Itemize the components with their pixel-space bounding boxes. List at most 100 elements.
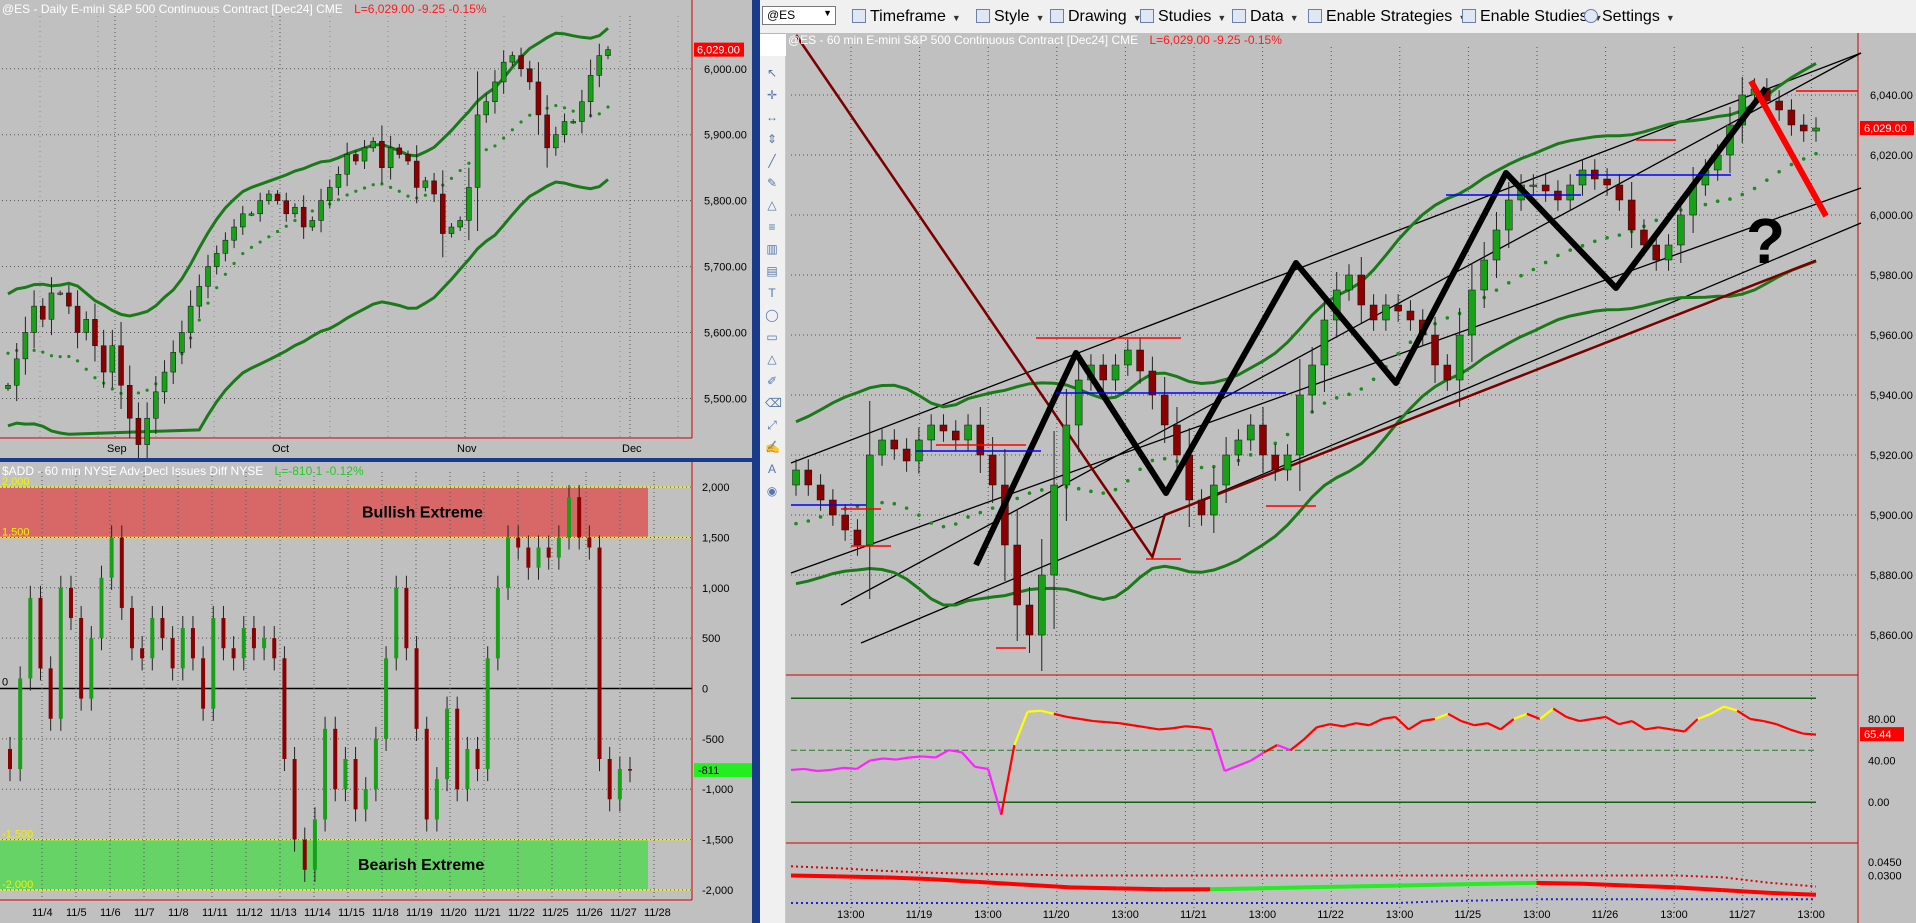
y-tick-label: 5,800.00 xyxy=(704,196,747,208)
osc-segment xyxy=(1198,726,1212,731)
trend-segment xyxy=(1536,880,1584,886)
style-menu[interactable]: Style ▼ xyxy=(976,8,1045,26)
x-tick-label: 11/26 xyxy=(576,907,603,919)
edit-tool-icon[interactable]: ✍ xyxy=(765,440,780,454)
daily-chart-svg[interactable]: 5,500.00 5,600.00 5,700.00 5,800.00 5,900.00… xyxy=(0,0,752,458)
add-bar xyxy=(567,497,572,538)
trend-segment xyxy=(977,879,1025,887)
add-bar xyxy=(475,748,480,770)
channel-line xyxy=(860,222,1862,644)
pen-tool-icon[interactable]: ✎ xyxy=(766,176,778,190)
add-chart-panel[interactable]: 2,000 1,500 1,000 500 0 -500 -1,000 -1,500 -2,00… xyxy=(0,462,752,923)
candle-body xyxy=(1148,370,1157,396)
text-box-tool-icon[interactable]: A xyxy=(767,462,776,476)
pointer-tool-icon[interactable]: ↖ xyxy=(766,66,778,80)
trend-segment xyxy=(1629,883,1677,890)
add-chart-svg[interactable]: 2,000 1,500 1,000 500 0 -500 -1,000 -1,500 -2,00… xyxy=(0,462,752,923)
ma-dot xyxy=(606,105,610,109)
enable-strategies-button[interactable]: Enable Strategies▼ xyxy=(1308,8,1467,26)
candle-body xyxy=(353,154,359,162)
x-tick-label: 11/5 xyxy=(66,907,87,919)
bearish-zone xyxy=(0,839,648,890)
drawing-menu[interactable]: Drawing ▼ xyxy=(1050,8,1142,26)
candle-body xyxy=(431,180,437,195)
add-bar xyxy=(251,628,256,649)
data-icon xyxy=(1232,9,1246,23)
ma-dot xyxy=(1617,233,1622,237)
candle-body xyxy=(1394,304,1402,312)
daily-chart-header: @ES - Daily E-mini S&P 500 Continuous Co… xyxy=(2,2,487,16)
candle-body xyxy=(1468,289,1476,336)
osc-segment xyxy=(1579,717,1593,723)
candle-body xyxy=(1775,100,1783,111)
settings-menu[interactable]: Settings ▼ xyxy=(1584,8,1675,26)
fib-b-tool-icon[interactable]: ▥ xyxy=(766,242,778,256)
add-bar xyxy=(231,648,236,659)
add-bar xyxy=(99,577,104,639)
sixty-min-chart-svg[interactable]: 5,860.00 5,880.00 5,900.00 5,920.00 5,940.00… xyxy=(786,33,1916,923)
zone-value-label: -1,500 xyxy=(2,829,33,841)
osc-segment xyxy=(1106,721,1120,725)
triangle2-tool-icon[interactable]: △ xyxy=(767,352,777,366)
timeframe-menu[interactable]: Timeframe ▼ xyxy=(852,8,961,26)
candle-body xyxy=(518,55,524,69)
crosshair-tool-icon[interactable]: ✛ xyxy=(766,88,778,102)
chart-toolbar xyxy=(760,0,1916,34)
candle-body xyxy=(92,319,98,346)
candle-body xyxy=(1320,319,1329,366)
text-tool-icon[interactable]: T xyxy=(768,286,776,300)
studies-menu[interactable]: Studies ▼ xyxy=(1140,8,1226,26)
add-bar xyxy=(434,779,439,820)
daily-chart-panel[interactable]: 5,500.00 5,600.00 5,700.00 5,800.00 5,900.00… xyxy=(0,0,752,458)
ma-dot xyxy=(362,186,367,190)
triangle-tool-icon[interactable]: △ xyxy=(767,198,777,212)
candle-body xyxy=(100,345,107,373)
osc-segment xyxy=(1776,723,1791,731)
symbol-input[interactable]: @ES ▼ xyxy=(762,6,836,25)
osc-segment xyxy=(1316,723,1331,729)
camera-tool-icon[interactable]: ◉ xyxy=(766,484,778,498)
ma-dot xyxy=(58,355,62,359)
ma-dot xyxy=(510,128,514,132)
chevron-down-icon: ▼ xyxy=(1132,13,1142,23)
enable-strategies-label: Enable Strategies xyxy=(1326,8,1453,25)
candle-body xyxy=(853,529,862,546)
ma-dot xyxy=(310,209,314,213)
cursor-tool-icon[interactable]: ⤢ xyxy=(767,418,777,432)
candle-body xyxy=(170,352,176,373)
ellipse-tool-icon[interactable]: ◯ xyxy=(765,308,779,322)
candle-body xyxy=(1271,454,1280,471)
move-tool-icon[interactable]: ⇕ xyxy=(766,132,778,146)
osc-segment xyxy=(1185,725,1199,729)
candle-body xyxy=(492,81,498,102)
data-menu[interactable]: Data ▼ xyxy=(1232,8,1299,26)
chevron-down-icon[interactable]: ▼ xyxy=(823,8,832,18)
candle-body xyxy=(222,239,229,254)
left-horizontal-divider[interactable] xyxy=(0,458,752,462)
sixty-last: L=6,029.00 -9.25 -0.15% xyxy=(1149,33,1282,47)
add-bar xyxy=(292,759,297,840)
ma-dot xyxy=(136,391,141,395)
scale-tool-icon[interactable]: ↔ xyxy=(766,110,778,124)
candle-body xyxy=(1677,214,1685,246)
price-tag-box xyxy=(1860,121,1914,135)
candle-body xyxy=(1308,364,1316,396)
trend-segment xyxy=(1117,886,1164,892)
candle-body xyxy=(40,305,46,320)
osc-segment xyxy=(1132,724,1146,729)
ma-dot xyxy=(1273,441,1278,446)
eraser-tool-icon[interactable]: ⌫ xyxy=(765,396,782,410)
question-mark-annotation: ? xyxy=(1746,205,1785,277)
line-tool-icon[interactable]: ╱ xyxy=(768,154,776,168)
vertical-divider[interactable] xyxy=(752,0,760,923)
candle-body xyxy=(22,332,29,360)
enable-studies-button[interactable]: Enable Studies ▼ xyxy=(1462,8,1603,26)
sixty-min-chart-header: @ES - 60 min E-mini S&P 500 Continuous C… xyxy=(788,33,1282,47)
sixty-min-chart-panel[interactable]: 5,860.00 5,880.00 5,900.00 5,920.00 5,940.00… xyxy=(786,33,1916,923)
fib-c-tool-icon[interactable]: ▤ xyxy=(766,264,778,278)
x-tick-label: 11/25 xyxy=(1454,909,1481,921)
pencil-tool-icon[interactable]: ✐ xyxy=(766,374,778,388)
fib-a-tool-icon[interactable]: ≡ xyxy=(768,220,776,234)
rectangle-tool-icon[interactable]: ▭ xyxy=(766,330,778,344)
add-bar xyxy=(384,658,389,739)
